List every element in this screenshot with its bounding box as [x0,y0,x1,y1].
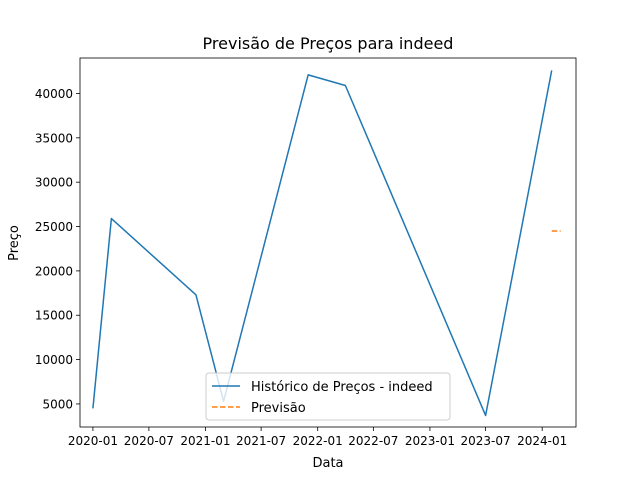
x-tick-label: 2022-07 [348,434,398,448]
x-tick-label: 2020-07 [124,434,174,448]
x-tick-label: 2023-07 [461,434,511,448]
y-tick-label: 5000 [42,397,73,411]
y-tick-label: 20000 [35,264,73,278]
plot-area [79,57,577,428]
y-axis-label: Preço [7,225,22,261]
legend-forecast-label: Previsão [251,401,306,416]
x-tick-label: 2021-01 [180,434,230,448]
y-tick-label: 40000 [35,87,73,101]
x-tick-label: 2022-01 [293,434,343,448]
x-axis-label: Data [312,456,343,471]
x-tick-label: 2024-01 [517,434,567,448]
x-tick-label: 2020-01 [68,434,118,448]
x-tick-label: 2021-07 [236,434,286,448]
legend-box [205,372,451,421]
y-tick-label: 30000 [35,176,73,190]
y-axis-ticks: 5000 10000 15000 20000 25000 30000 35000 40000 [35,87,80,411]
legend-history-label: Histórico de Preços - indeed [251,380,433,395]
y-tick-label: 15000 [35,309,73,323]
chart-title: Previsão de Preços para indeed [203,34,454,53]
x-axis-ticks: 2020-01 2020-07 2021-01 2021-07 2022-01 2022-… [68,427,567,448]
series-layer [92,70,561,417]
y-tick-label: 10000 [35,353,73,367]
series-line-0 [92,70,553,417]
legend: Histórico de Preços - indeed Previsão [205,372,451,421]
axes-frame [79,57,577,428]
y-tick-label: 25000 [35,220,73,234]
x-tick-label: 2023-01 [405,434,455,448]
y-tick-label: 35000 [35,131,73,145]
